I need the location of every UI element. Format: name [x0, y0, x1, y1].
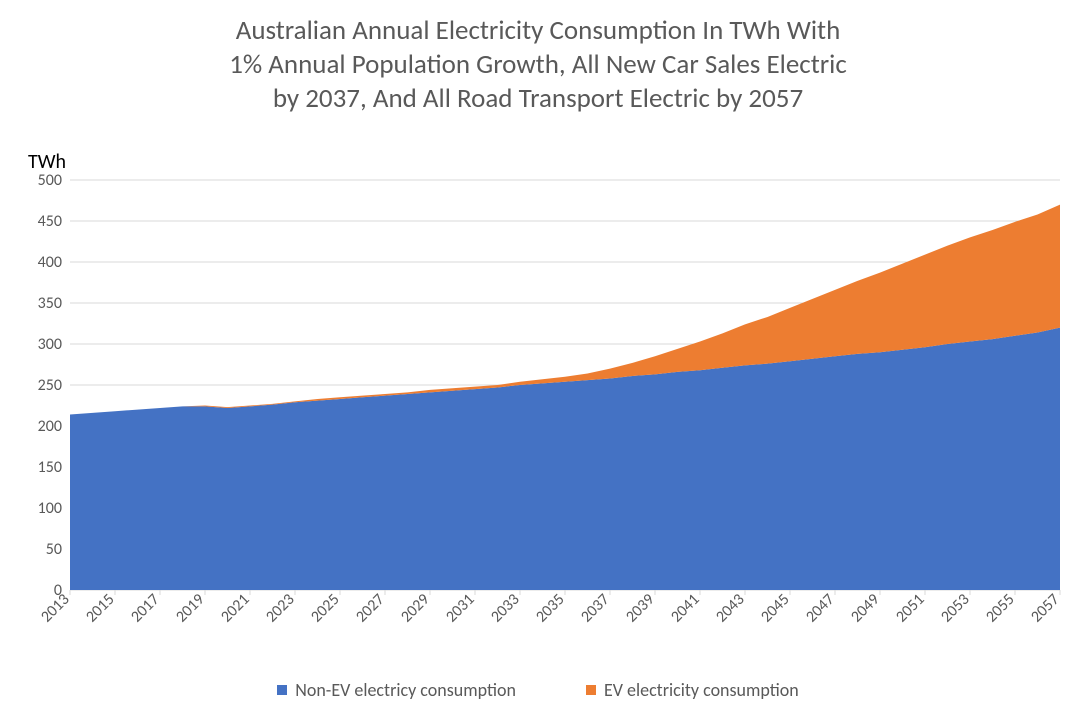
x-tick-label: 2021	[217, 590, 253, 626]
chart-svg: 050100150200250300350400450500 201320152…	[0, 0, 1076, 719]
legend-swatch-non-ev	[277, 685, 287, 695]
legend: Non-EV electricy consumption EV electric…	[0, 679, 1076, 701]
x-tick-label: 2035	[532, 590, 568, 626]
x-tick-label: 2015	[82, 590, 118, 626]
y-tick-label: 50	[46, 540, 62, 559]
x-tick-label: 2047	[802, 590, 838, 626]
x-tick-label: 2013	[37, 590, 73, 626]
y-tick-label: 100	[38, 499, 62, 518]
x-tick-label: 2055	[982, 590, 1018, 626]
x-tick-label: 2033	[487, 590, 523, 626]
y-tick-label: 500	[38, 171, 62, 190]
y-tick-label: 250	[38, 376, 62, 395]
y-tick-label: 450	[38, 212, 62, 231]
x-tick-label: 2023	[262, 590, 298, 626]
x-tick-label: 2019	[172, 590, 208, 626]
x-tick-label: 2029	[397, 590, 433, 626]
x-tick-label: 2051	[892, 590, 928, 626]
area-non-ev	[70, 328, 1060, 590]
x-tick-label: 2025	[307, 590, 343, 626]
y-tick-label: 400	[38, 253, 62, 272]
x-tick-label: 2037	[577, 590, 613, 626]
x-tick-label: 2043	[712, 590, 748, 626]
x-tick-label: 2057	[1027, 590, 1063, 626]
legend-item-ev: EV electricity consumption	[586, 679, 799, 701]
x-tick-label: 2041	[667, 590, 703, 626]
legend-label-ev: EV electricity consumption	[604, 679, 799, 701]
x-tick-label: 2049	[847, 590, 883, 626]
legend-swatch-ev	[586, 685, 596, 695]
x-tick-label: 2017	[127, 590, 163, 626]
y-ticks: 050100150200250300350400450500	[38, 171, 62, 600]
y-tick-label: 350	[38, 294, 62, 313]
legend-item-non-ev: Non-EV electricy consumption	[277, 679, 516, 701]
x-ticks: 2013201520172019202120232025202720292031…	[37, 590, 1063, 626]
x-tick-label: 2031	[442, 590, 478, 626]
legend-label-non-ev: Non-EV electricy consumption	[295, 679, 516, 701]
y-tick-label: 200	[38, 417, 62, 436]
chart-container: Australian Annual Electricity Consumptio…	[0, 0, 1076, 719]
y-tick-label: 150	[38, 458, 62, 477]
x-tick-label: 2045	[757, 590, 793, 626]
x-tick-label: 2053	[937, 590, 973, 626]
x-tick-label: 2027	[352, 590, 388, 626]
x-tick-label: 2039	[622, 590, 658, 626]
y-tick-label: 300	[38, 335, 62, 354]
